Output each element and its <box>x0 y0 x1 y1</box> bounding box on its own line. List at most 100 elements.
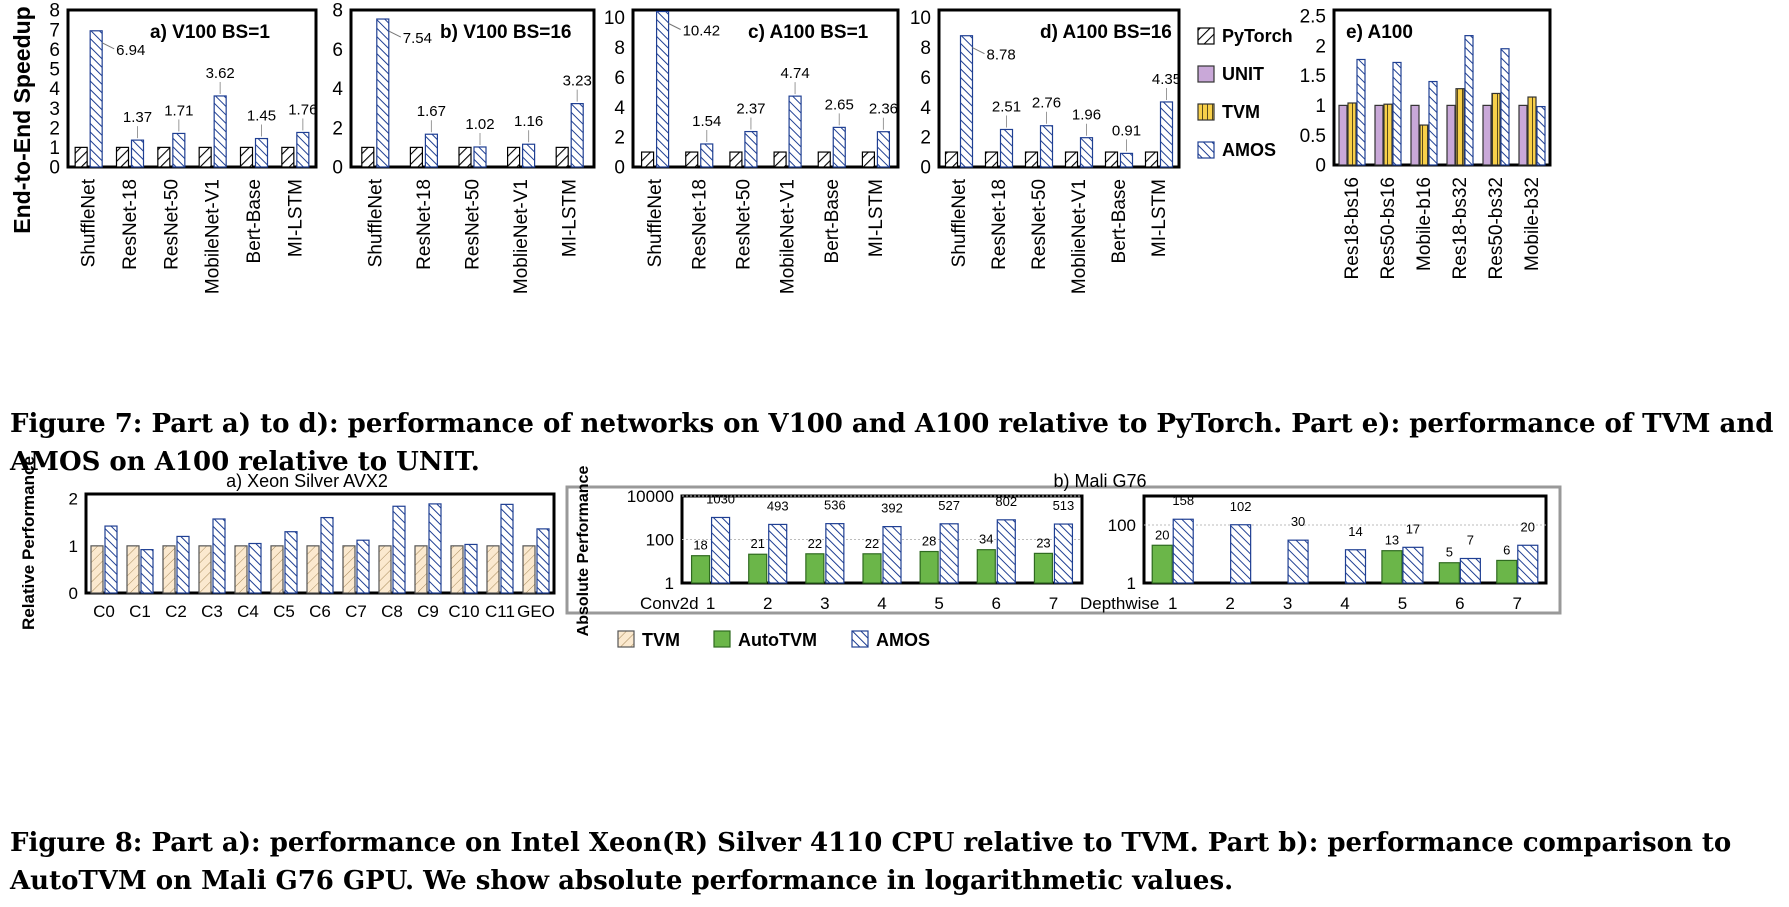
x-tick-label: ShuffleNet <box>79 178 100 267</box>
bar-pytorch-2 <box>1024 151 1039 168</box>
bar-amos-4 <box>939 523 959 584</box>
y-tick-label: 8 <box>332 1 343 22</box>
bar-value-label: 7.54 <box>403 30 432 47</box>
bar-value-label: 2.65 <box>825 96 854 113</box>
legend-swatch-unit <box>1197 65 1215 83</box>
bar-amos-1 <box>768 523 788 584</box>
bar-amos-1 <box>1230 524 1252 584</box>
bar-tvm-11 <box>486 545 500 594</box>
bar-amos-1 <box>700 143 714 168</box>
bar-amos-3 <box>1464 35 1474 166</box>
x-tick-label: C8 <box>381 602 403 621</box>
x-tick-label: C1 <box>129 602 151 621</box>
y-tick-label: 2 <box>49 118 60 139</box>
legend-label-tvm: TVM <box>1222 102 1260 122</box>
bar-tvm-7 <box>342 545 356 594</box>
bar-amos-6 <box>1053 523 1074 584</box>
bar-amos-5 <box>284 531 298 594</box>
bar-pytorch-1 <box>409 146 423 168</box>
bar-autotvm-4 <box>919 550 939 584</box>
label-leader <box>388 30 402 38</box>
bar-pytorch-4 <box>239 146 254 168</box>
bar-value-label: 1.54 <box>692 113 721 130</box>
x-tick-label: Mobile-b16 <box>1414 177 1435 271</box>
x-tick-label: ShuffleNet <box>365 178 386 267</box>
legend-label-amos: AMOS <box>1222 140 1276 160</box>
y-tick-label: 3 <box>49 99 60 120</box>
bar-amos-2 <box>1039 125 1054 168</box>
bar-value-label: 1030 <box>706 491 735 506</box>
bar-value-label: 2.76 <box>1032 95 1061 112</box>
y-tick-label: 2.5 <box>1300 7 1326 28</box>
bar-value-label: 20 <box>1155 527 1169 542</box>
label-leader <box>101 42 115 50</box>
x-tick-label: 2 <box>763 594 772 613</box>
bar-autotvm-1 <box>748 553 768 584</box>
bar-value-label: 4.35 <box>1152 71 1181 88</box>
x-tick-label: 3 <box>1283 594 1292 613</box>
bar-pytorch-5 <box>281 146 295 168</box>
bar-value-label: 102 <box>1230 499 1252 514</box>
bar-value-label: 0.91 <box>1112 122 1141 139</box>
x-tick-label: 1 <box>1168 594 1177 613</box>
plot-frame <box>631 8 900 169</box>
y-tick-label: 8 <box>614 38 625 59</box>
x-tick-label: C7 <box>345 602 367 621</box>
y-tick-label: 1 <box>49 138 60 159</box>
bar-amos-2 <box>1287 539 1309 584</box>
bar-tvm-6 <box>306 545 320 594</box>
x-tick-label: 5 <box>934 594 943 613</box>
x-tick-label: MI-LSTM <box>560 179 581 257</box>
bar-pytorch-4 <box>817 151 831 168</box>
bar-tvm-3 <box>198 545 212 594</box>
bar-pytorch-3 <box>507 146 521 168</box>
bar-amos-5 <box>1536 105 1546 166</box>
y-tick-label: 0 <box>614 158 625 179</box>
bar-value-label: 21 <box>750 536 764 551</box>
x-tick-label: C6 <box>309 602 331 621</box>
bar-amos-8 <box>392 505 406 594</box>
y-tick-label: 0 <box>49 158 60 179</box>
plot-frame <box>1332 8 1552 167</box>
x-tick-label: 3 <box>820 594 829 613</box>
y-tick-label: 2 <box>920 128 931 149</box>
y-tick-label: 10000 <box>627 487 674 506</box>
bar-value-label: 28 <box>922 534 936 549</box>
x-tick-label: ResNet-18 <box>414 179 435 270</box>
panel-title: b) V100 BS=16 <box>440 22 572 43</box>
bar-amos-12 <box>536 528 550 594</box>
y-tick-label: 0.5 <box>1300 126 1326 147</box>
bar-tvm-4 <box>1491 92 1501 166</box>
bar-value-label: 1.16 <box>514 113 543 130</box>
label-leader <box>668 23 681 30</box>
x-tick-label: MI-LSTM <box>866 179 887 257</box>
bar-tvm-5 <box>1527 96 1537 166</box>
panel-title: a) V100 BS=1 <box>150 22 270 43</box>
figure-8-caption: Figure 8: Part a): performance on Intel … <box>10 828 1732 896</box>
bar-amos-0 <box>710 516 731 584</box>
y-tick-label: 2 <box>1315 36 1326 57</box>
x-tick-label: 2 <box>1225 594 1234 613</box>
bar-value-label: 2.37 <box>736 101 765 118</box>
x-tick-label: ShuffleNet <box>949 178 970 267</box>
legend-swatch-pytorch <box>1197 27 1215 45</box>
bar-pytorch-0 <box>74 146 88 168</box>
x-tick-label: ResNet-50 <box>463 179 484 270</box>
legend-label-tvm: TVM <box>642 630 680 650</box>
bar-value-label: 20 <box>1521 519 1535 534</box>
x-tick-label: 7 <box>1513 594 1522 613</box>
bar-value-label: 513 <box>1053 498 1075 513</box>
y-tick-label: 1 <box>1315 96 1326 117</box>
bar-amos-4 <box>1500 48 1510 166</box>
figure-8a-ylabel: Relative Performance <box>19 456 38 630</box>
x-tick-label: ShuffleNet <box>645 178 666 267</box>
legend-swatch-amos <box>1197 141 1215 159</box>
y-tick-label: 4 <box>49 79 60 100</box>
bar-value-label: 34 <box>979 532 993 547</box>
x-tick-label: MobileNet-V1 <box>778 179 799 294</box>
bar-value-label: 2.36 <box>869 101 898 118</box>
bar-value-label: 8.78 <box>987 47 1016 64</box>
bar-amos-4 <box>570 103 584 168</box>
group-title: b) Mali G76 <box>1053 471 1146 491</box>
